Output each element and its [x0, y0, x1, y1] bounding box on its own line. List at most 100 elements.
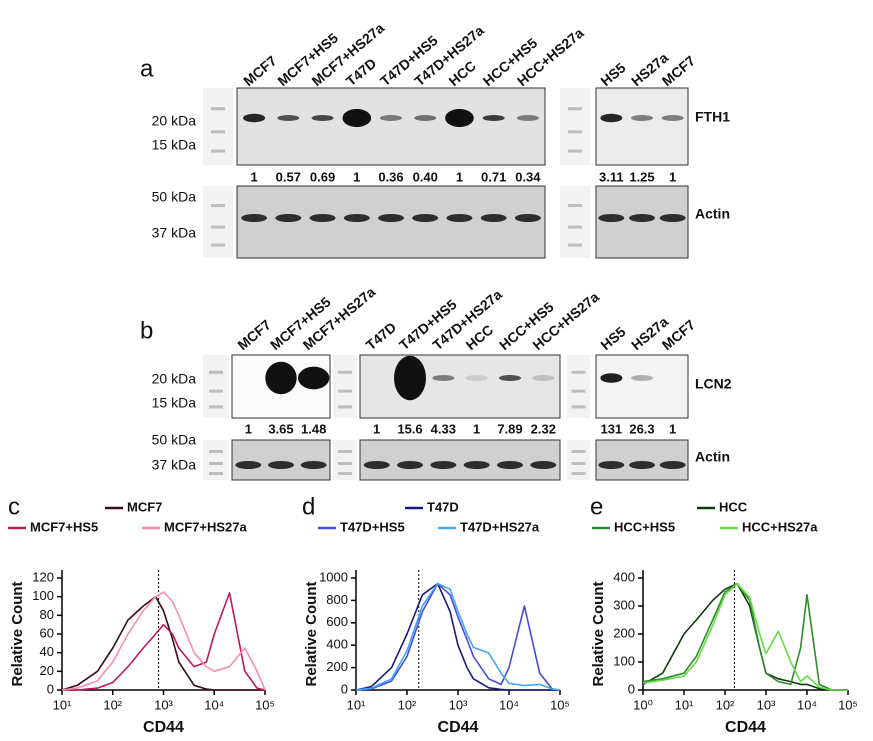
ratio-label: 7.89 — [497, 421, 522, 436]
legend-label: HCC — [719, 499, 748, 514]
band — [463, 461, 490, 469]
band — [480, 214, 507, 222]
band — [414, 115, 437, 121]
panel-label: a — [140, 55, 154, 82]
marker-label: 50 kDa — [152, 189, 197, 205]
ladder-band — [571, 450, 586, 453]
target-label: FTH1 — [695, 109, 730, 125]
ladder-band — [209, 462, 223, 465]
ladder-band — [338, 450, 352, 453]
legend-label: T47D+HS27a — [460, 519, 540, 534]
ladder-band — [338, 472, 352, 475]
ratio-label: 0.71 — [481, 169, 506, 184]
histogram-curve — [642, 582, 848, 691]
x-tick-label: 10⁴ — [797, 697, 817, 712]
x-tick-label: 10² — [103, 697, 122, 712]
y-tick-label: 0 — [47, 681, 54, 696]
x-tick-label: 10² — [716, 697, 735, 712]
ratio-label: 1.25 — [629, 169, 654, 184]
band — [530, 461, 557, 469]
y-tick-label: 120 — [32, 569, 54, 584]
band — [482, 115, 505, 121]
band — [235, 461, 262, 469]
band — [241, 214, 268, 222]
x-axis-label: CD44 — [143, 719, 184, 736]
x-tick-label: 10¹ — [53, 697, 72, 712]
target-label: Actin — [695, 206, 730, 222]
ratio-label: 0.36 — [378, 169, 403, 184]
y-tick-label: 0 — [628, 681, 635, 696]
ladder-lane — [333, 355, 357, 418]
band — [430, 461, 457, 469]
band — [342, 109, 372, 127]
ratio-label: 0.69 — [310, 169, 335, 184]
ratio-label: 1 — [456, 169, 463, 184]
y-tick-label: 100 — [613, 653, 635, 668]
legend-label: T47D — [427, 499, 459, 514]
x-tick-label: 10⁰ — [633, 697, 653, 712]
band — [629, 214, 655, 222]
x-tick-label: 10⁴ — [499, 697, 519, 712]
marker-label: 15 kDa — [152, 395, 197, 411]
y-tick-label: 300 — [613, 597, 635, 612]
x-tick-label: 10⁵ — [838, 697, 858, 712]
x-tick-label: 10³ — [154, 697, 173, 712]
y-tick-label: 200 — [613, 625, 635, 640]
band — [598, 214, 625, 222]
band — [297, 366, 330, 390]
y-tick-label: 40 — [40, 644, 54, 659]
band — [378, 214, 404, 222]
blot-target — [359, 354, 561, 419]
ladder-band — [211, 107, 225, 111]
ladder-lane — [560, 186, 590, 258]
y-tick-label: 200 — [326, 659, 348, 674]
ratio-label: 26.3 — [629, 421, 654, 436]
band — [659, 461, 686, 469]
x-tick-label: 10⁴ — [204, 697, 224, 712]
x-tick-label: 10¹ — [347, 697, 366, 712]
legend-label: HCC+HS27a — [742, 519, 818, 534]
legend-label: MCF7 — [127, 499, 162, 514]
ladder-lane — [567, 355, 590, 418]
band — [343, 214, 370, 222]
histogram-curve — [355, 582, 560, 691]
y-axis-label: Relative Count — [9, 581, 26, 686]
target-label: Actin — [695, 449, 730, 465]
y-tick-label: 800 — [326, 592, 348, 607]
marker-label: 37 kDa — [152, 457, 197, 473]
ladder-band — [568, 225, 582, 229]
x-axis-label: CD44 — [438, 719, 479, 736]
ratio-label: 1 — [353, 169, 360, 184]
legend-label: T47D+HS5 — [340, 519, 405, 534]
y-axis-label: Relative Count — [590, 581, 607, 686]
marker-label: 20 kDa — [152, 371, 197, 387]
legend-label: HCC+HS5 — [614, 519, 675, 534]
x-tick-label: 10³ — [449, 697, 468, 712]
panel-label: d — [302, 493, 315, 520]
target-label: LCN2 — [695, 376, 732, 392]
band — [268, 461, 294, 469]
ratio-label: 0.34 — [515, 169, 541, 184]
panel-label: c — [8, 493, 20, 520]
ladder-band — [209, 405, 223, 409]
blot-target — [236, 87, 546, 166]
y-tick-label: 80 — [40, 607, 54, 622]
band — [277, 115, 300, 121]
band — [532, 375, 555, 381]
blot-actin — [359, 439, 561, 481]
band — [445, 109, 474, 127]
ratio-label: 1.48 — [301, 421, 326, 436]
histogram-curve — [642, 582, 848, 691]
band — [311, 115, 334, 121]
y-tick-label: 60 — [40, 625, 54, 640]
ratio-label: 1 — [373, 421, 380, 436]
ladder-band — [211, 204, 225, 207]
legend-label: MCF7+HS5 — [30, 519, 98, 534]
ladder-band — [209, 450, 223, 453]
y-tick-label: 0 — [341, 681, 348, 696]
lane-label: T47D — [363, 319, 400, 353]
ratio-label: 3.11 — [599, 169, 624, 184]
x-tick-label: 10³ — [757, 697, 776, 712]
panel-label: e — [590, 493, 603, 520]
